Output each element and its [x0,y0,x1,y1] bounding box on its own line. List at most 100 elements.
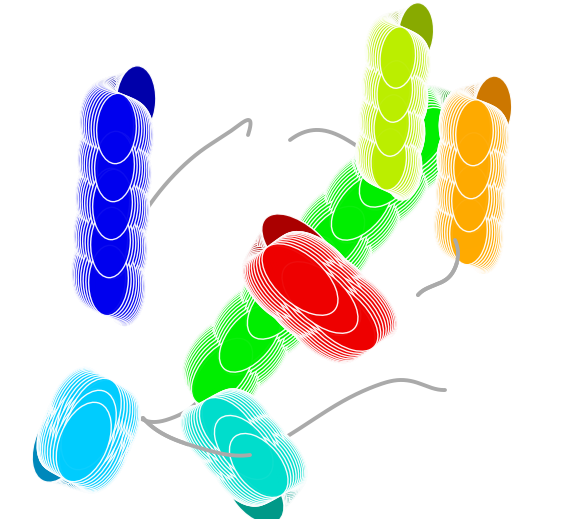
Ellipse shape [460,83,497,148]
Ellipse shape [392,130,453,196]
Ellipse shape [380,133,416,195]
Ellipse shape [48,368,103,447]
Ellipse shape [447,198,484,264]
Ellipse shape [267,258,329,325]
Ellipse shape [472,109,510,175]
Ellipse shape [312,272,389,344]
Ellipse shape [368,158,429,224]
Ellipse shape [444,87,482,153]
Ellipse shape [308,229,369,295]
Ellipse shape [371,79,406,141]
Ellipse shape [106,215,146,285]
Ellipse shape [377,26,413,87]
Ellipse shape [362,162,423,229]
Ellipse shape [233,289,294,356]
Ellipse shape [77,399,132,479]
Ellipse shape [88,206,127,277]
Ellipse shape [294,187,356,254]
Ellipse shape [385,29,420,90]
Ellipse shape [279,245,340,312]
Ellipse shape [261,256,323,323]
Ellipse shape [363,52,398,114]
Ellipse shape [368,156,429,223]
Ellipse shape [214,416,273,480]
Ellipse shape [226,327,287,394]
Ellipse shape [327,193,387,260]
Ellipse shape [66,378,121,458]
Ellipse shape [272,234,333,301]
Ellipse shape [56,402,111,482]
Ellipse shape [78,119,118,189]
Ellipse shape [351,120,412,187]
Ellipse shape [285,282,362,353]
Ellipse shape [281,250,343,317]
Ellipse shape [269,228,331,295]
Ellipse shape [391,32,426,93]
Ellipse shape [438,186,476,252]
Ellipse shape [281,235,358,307]
Ellipse shape [448,131,486,197]
Ellipse shape [86,190,126,260]
Ellipse shape [50,384,105,463]
Ellipse shape [340,189,401,255]
Ellipse shape [340,195,401,262]
Ellipse shape [312,224,373,291]
Ellipse shape [301,255,377,326]
Ellipse shape [242,427,301,490]
Ellipse shape [114,104,154,174]
Ellipse shape [268,226,329,293]
Ellipse shape [107,98,147,168]
Ellipse shape [202,422,261,486]
Ellipse shape [386,104,447,171]
Ellipse shape [222,284,283,351]
Ellipse shape [207,406,266,471]
Ellipse shape [248,294,309,361]
Ellipse shape [77,120,117,190]
Ellipse shape [345,157,407,224]
Ellipse shape [239,255,300,322]
Ellipse shape [222,425,280,488]
Ellipse shape [470,143,508,209]
Ellipse shape [59,404,114,483]
Ellipse shape [293,224,354,291]
Ellipse shape [200,398,258,461]
Ellipse shape [230,288,292,354]
Ellipse shape [365,114,400,175]
Ellipse shape [75,159,115,229]
Ellipse shape [60,411,115,490]
Ellipse shape [248,425,307,489]
Ellipse shape [49,380,104,459]
Ellipse shape [69,413,124,492]
Ellipse shape [465,104,503,170]
Ellipse shape [442,162,479,228]
Ellipse shape [283,286,359,358]
Ellipse shape [267,218,328,285]
Ellipse shape [77,193,117,264]
Ellipse shape [84,228,124,298]
Ellipse shape [212,290,272,357]
Ellipse shape [357,118,418,185]
Ellipse shape [252,295,313,361]
Ellipse shape [353,118,415,185]
Ellipse shape [99,250,139,320]
Ellipse shape [217,389,276,453]
Ellipse shape [470,106,508,172]
Ellipse shape [75,413,130,493]
Ellipse shape [392,40,428,101]
Ellipse shape [44,405,99,485]
Ellipse shape [280,262,341,329]
Ellipse shape [381,10,417,71]
Ellipse shape [437,124,475,189]
Ellipse shape [63,377,118,456]
Ellipse shape [282,290,358,361]
Ellipse shape [79,124,118,194]
Ellipse shape [80,402,135,481]
Ellipse shape [386,137,421,198]
Ellipse shape [384,135,419,197]
Ellipse shape [374,60,410,121]
Ellipse shape [249,275,310,342]
Ellipse shape [95,170,135,241]
Ellipse shape [465,207,503,272]
Ellipse shape [81,242,120,312]
Ellipse shape [62,405,117,485]
